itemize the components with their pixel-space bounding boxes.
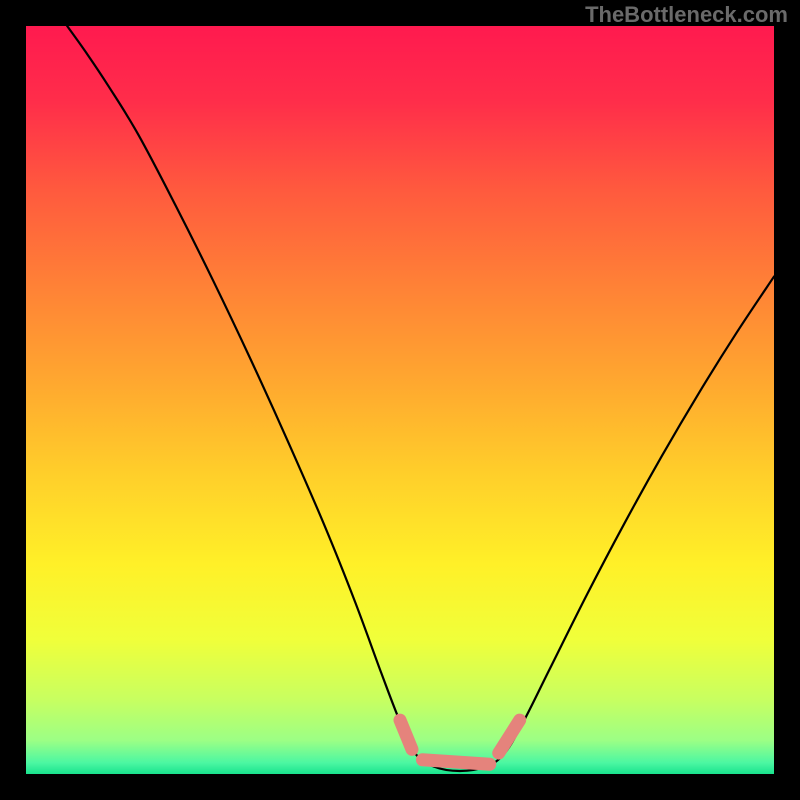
bottleneck-curve-chart: TheBottleneck.com [0,0,800,800]
watermark-text: TheBottleneck.com [585,2,788,27]
optimal-range-segment [422,760,489,764]
plot-area [26,26,774,774]
